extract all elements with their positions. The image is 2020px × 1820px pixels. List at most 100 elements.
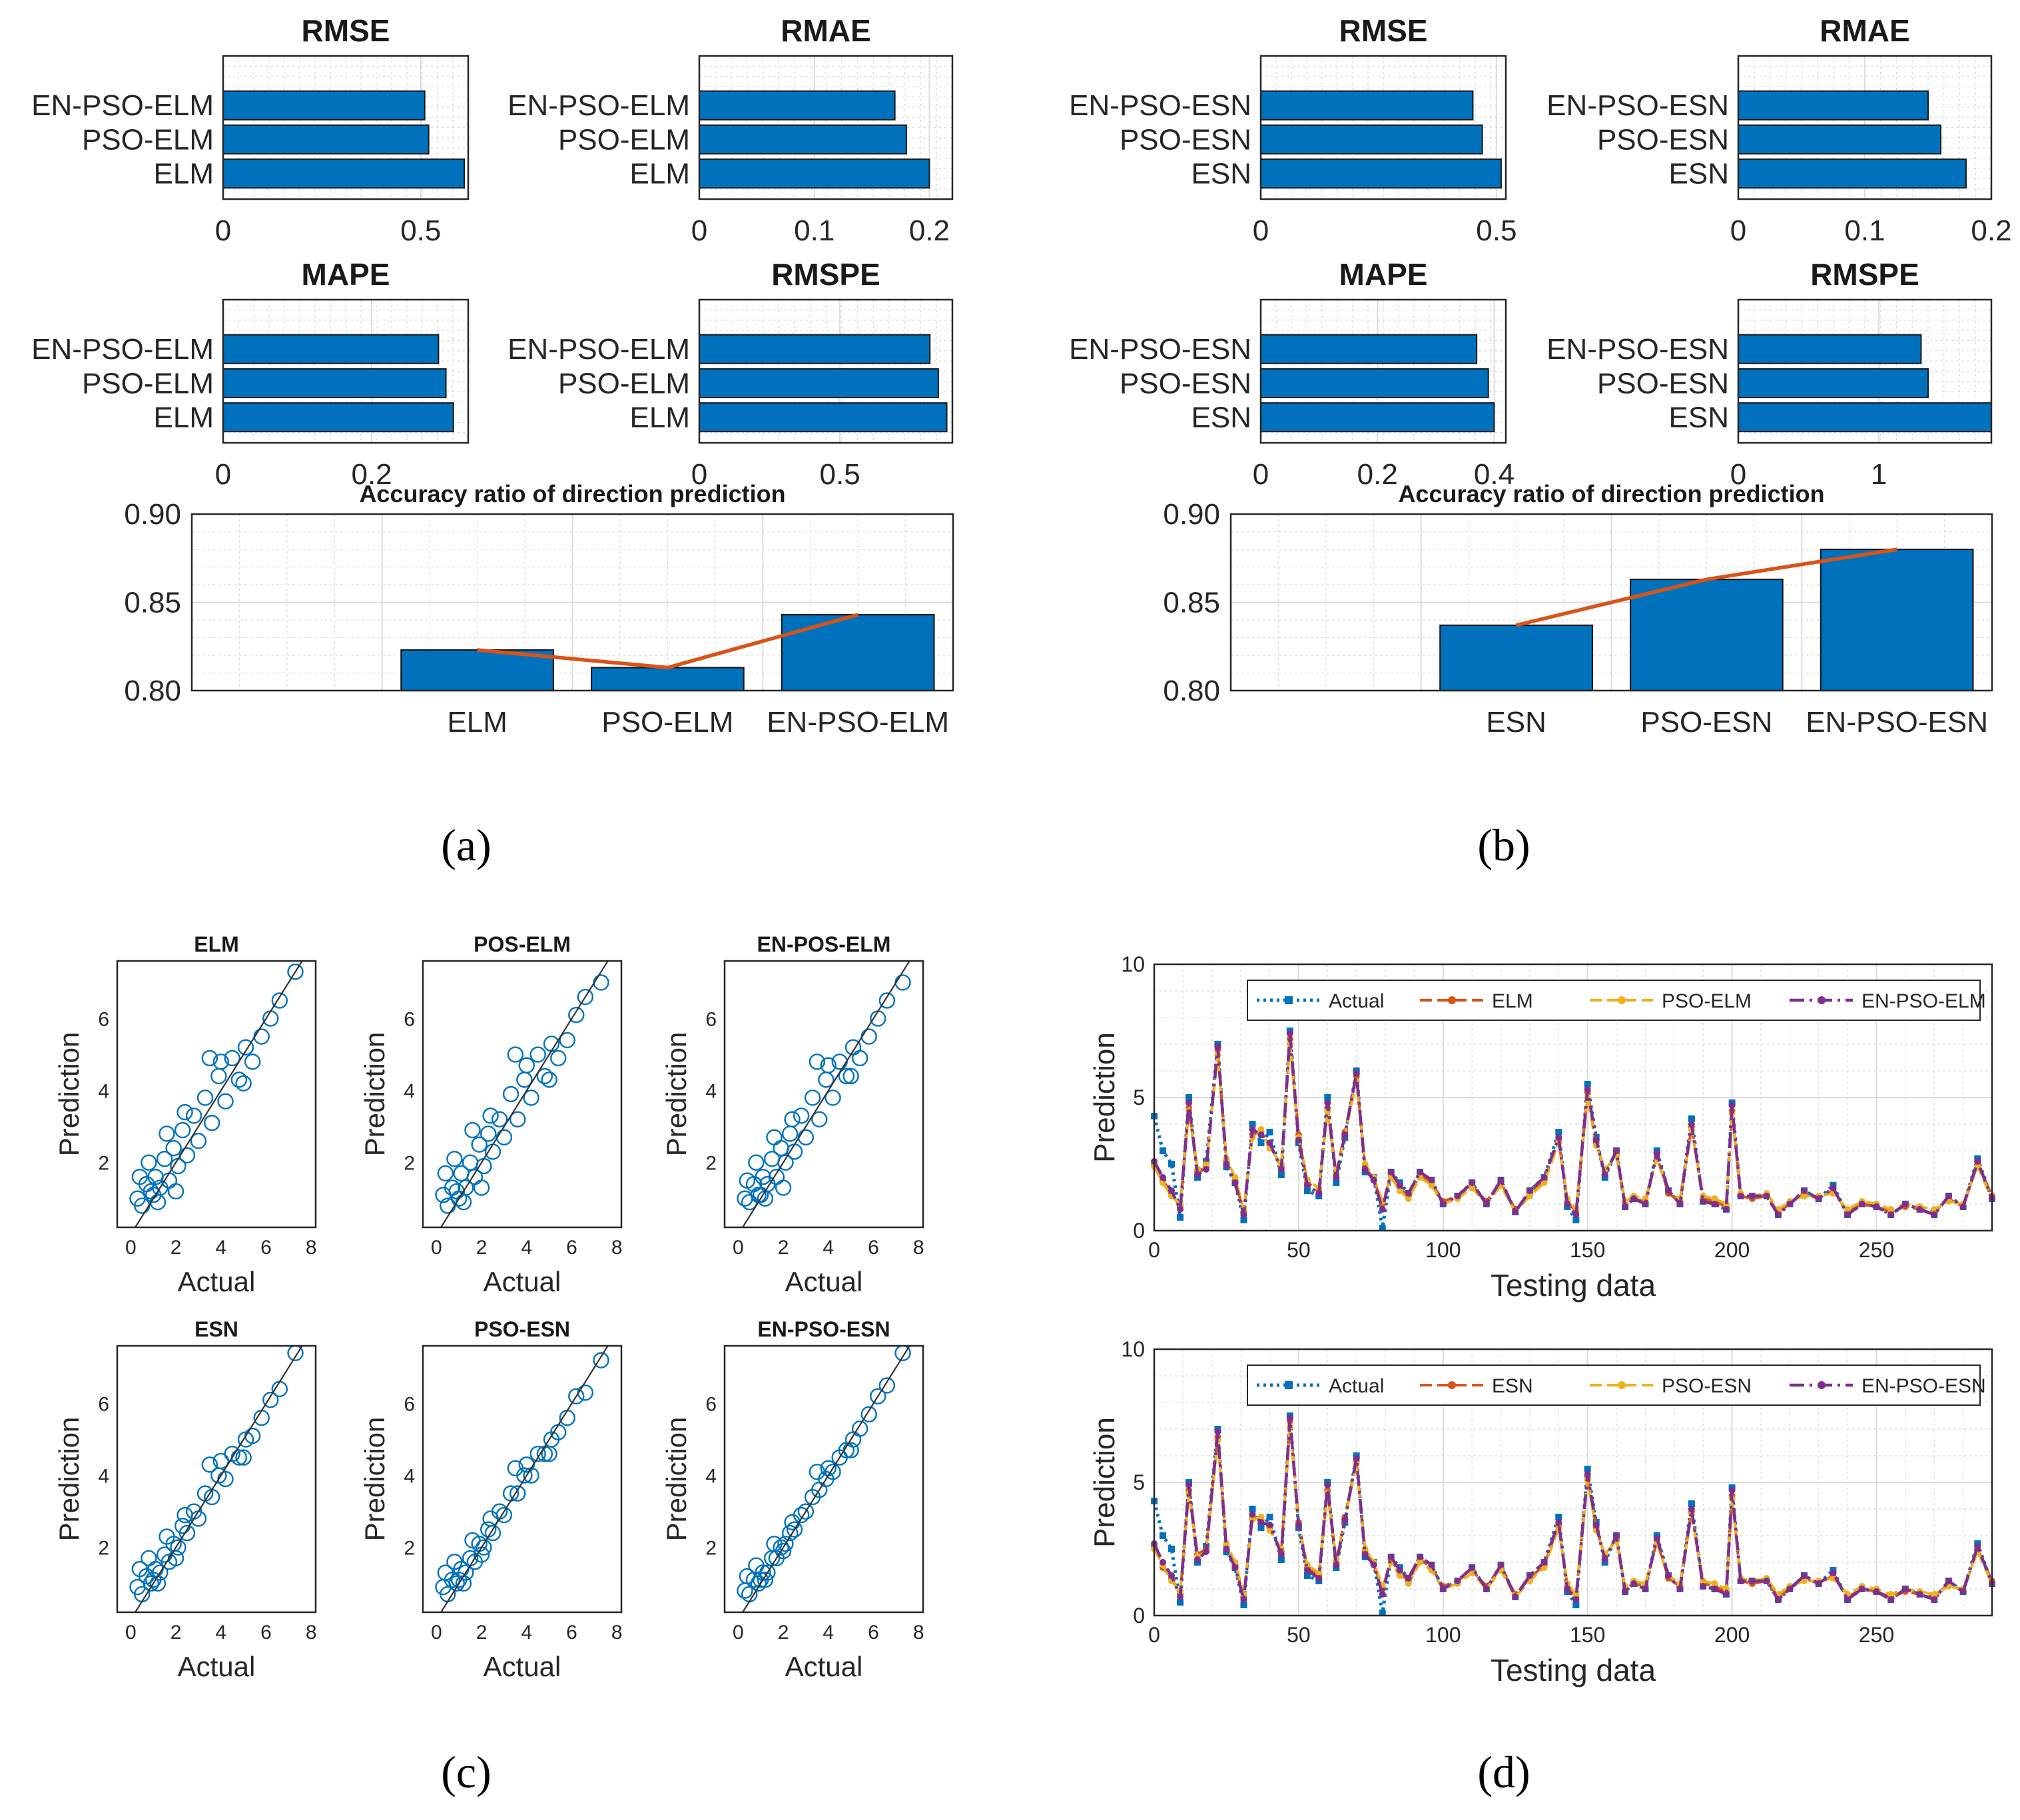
chart-title: RMSE [302,13,390,48]
plot-frame [116,960,317,1229]
x-tick-label: 1 [1871,458,1887,491]
scatter-point [523,1089,539,1106]
series-marker [1916,1591,1923,1598]
y-tick-label: 0.90 [1163,498,1220,531]
series-marker [1417,1169,1424,1175]
series-marker [1194,1556,1201,1563]
series-marker [1564,1586,1571,1592]
scatter-point [230,1071,248,1088]
series-marker [1801,1578,1808,1584]
scatter-point [568,1388,585,1404]
series-marker [1974,1543,1981,1550]
legend-item: EN-PSO-ESN [1790,1375,1986,1397]
scatter-point [809,1054,826,1070]
chart-title: Accuracy ratio of direction prediction [1398,480,1824,507]
y-tick-label: 6 [98,1008,109,1030]
category-label: EN-PSO-ELM [31,333,214,366]
x-tick-label: 2 [170,1237,182,1259]
series-marker [1801,1572,1808,1579]
series-marker [1665,1572,1672,1579]
legend-label: Actual [1329,1375,1384,1397]
series-marker [1257,1126,1265,1133]
y-axis-label: Prediction [53,1032,85,1157]
category-label: ELM [154,158,214,190]
y-tick-label: 4 [404,1466,415,1488]
scatter-point [237,1039,254,1056]
series-marker [1324,1482,1331,1488]
series-marker [1592,1137,1600,1143]
category-label: PSO-ESN [1597,367,1729,400]
series-marker [1231,1174,1239,1181]
series-marker [1931,1591,1938,1598]
scatter-point [212,1054,229,1070]
chart-a-accuracy: ELM PSO-ELM EN-PSO-ELM 0.80 0.85 0.90 Accuracy… [124,480,954,739]
series-marker [1257,1139,1265,1146]
scatter-point [766,1129,783,1146]
x-tick-label: 0 [1730,214,1746,247]
legend-item: EN-PSO-ELM [1790,990,1986,1012]
scatter-point [262,1391,279,1408]
scatter-point [797,1503,815,1520]
x-tick-label: 250 [1859,1238,1894,1262]
series-marker [1160,1559,1167,1566]
x-tick-label: 0.2 [1971,214,2011,247]
identity-line [741,961,910,1227]
series-marker [1257,1519,1265,1526]
series-marker [1613,1532,1620,1539]
series-line [1153,1032,1994,1217]
series-marker [1572,1602,1580,1608]
series-marker [1700,1198,1707,1205]
y-tick-label: 5 [1133,1085,1145,1109]
scatter-point [541,1445,557,1462]
series-marker [1630,1195,1638,1202]
scatter-point [131,1560,149,1578]
bar-pso-esn [1629,578,1784,692]
series-marker [1763,1578,1770,1584]
bar-pso-esn [1738,124,1941,154]
legend-swatch-marker [1618,1381,1626,1389]
series-marker [1959,1588,1967,1595]
series-marker [1387,1554,1395,1560]
series-marker [1286,1030,1293,1037]
series-marker [1931,1206,1938,1213]
scatter-point [217,1093,234,1110]
scatter-point [450,1190,468,1207]
series-marker [1353,1455,1360,1462]
scatter-point [577,988,594,1006]
chart-title: RMAE [781,13,870,48]
x-tick-label: EN-PSO-ELM [767,706,949,739]
series-marker [1540,1564,1548,1571]
bar-en-pso-esn [1260,90,1474,121]
x-axis-label: Actual [785,1651,863,1682]
x-tick-label: 0.2 [909,214,950,247]
y-tick-label: 2 [705,1153,717,1175]
legend-swatch-marker [1818,996,1826,1004]
category-label: ESN [1191,158,1251,190]
series-marker [1333,1174,1340,1181]
trend-line [1515,547,1897,627]
bar-pso-elm [222,368,447,398]
series-marker [1405,1580,1412,1587]
legend-label: Actual [1329,990,1384,1012]
series-marker [1303,1187,1311,1194]
x-tick-label: 150 [1570,1623,1605,1647]
series-marker [1512,1594,1519,1600]
y-axis-label: Prediction [359,1032,390,1157]
category-label: ELM [630,158,690,190]
bar-esn [1260,158,1502,189]
bar-en-pso-esn [1738,334,1922,364]
y-tick-label: 6 [705,1008,717,1030]
series-marker [1873,1588,1880,1595]
y-tick-label: 0.80 [124,675,181,707]
x-tick-label: PSO-ESN [1640,706,1772,739]
bar-elm [222,158,466,189]
category-label: ELM [154,402,214,434]
y-tick-label: 10 [1121,952,1145,976]
series-marker [1711,1195,1718,1202]
bar-esn [1260,402,1495,433]
scatter-points [129,961,304,1227]
x-tick-label: 0 [215,214,231,247]
